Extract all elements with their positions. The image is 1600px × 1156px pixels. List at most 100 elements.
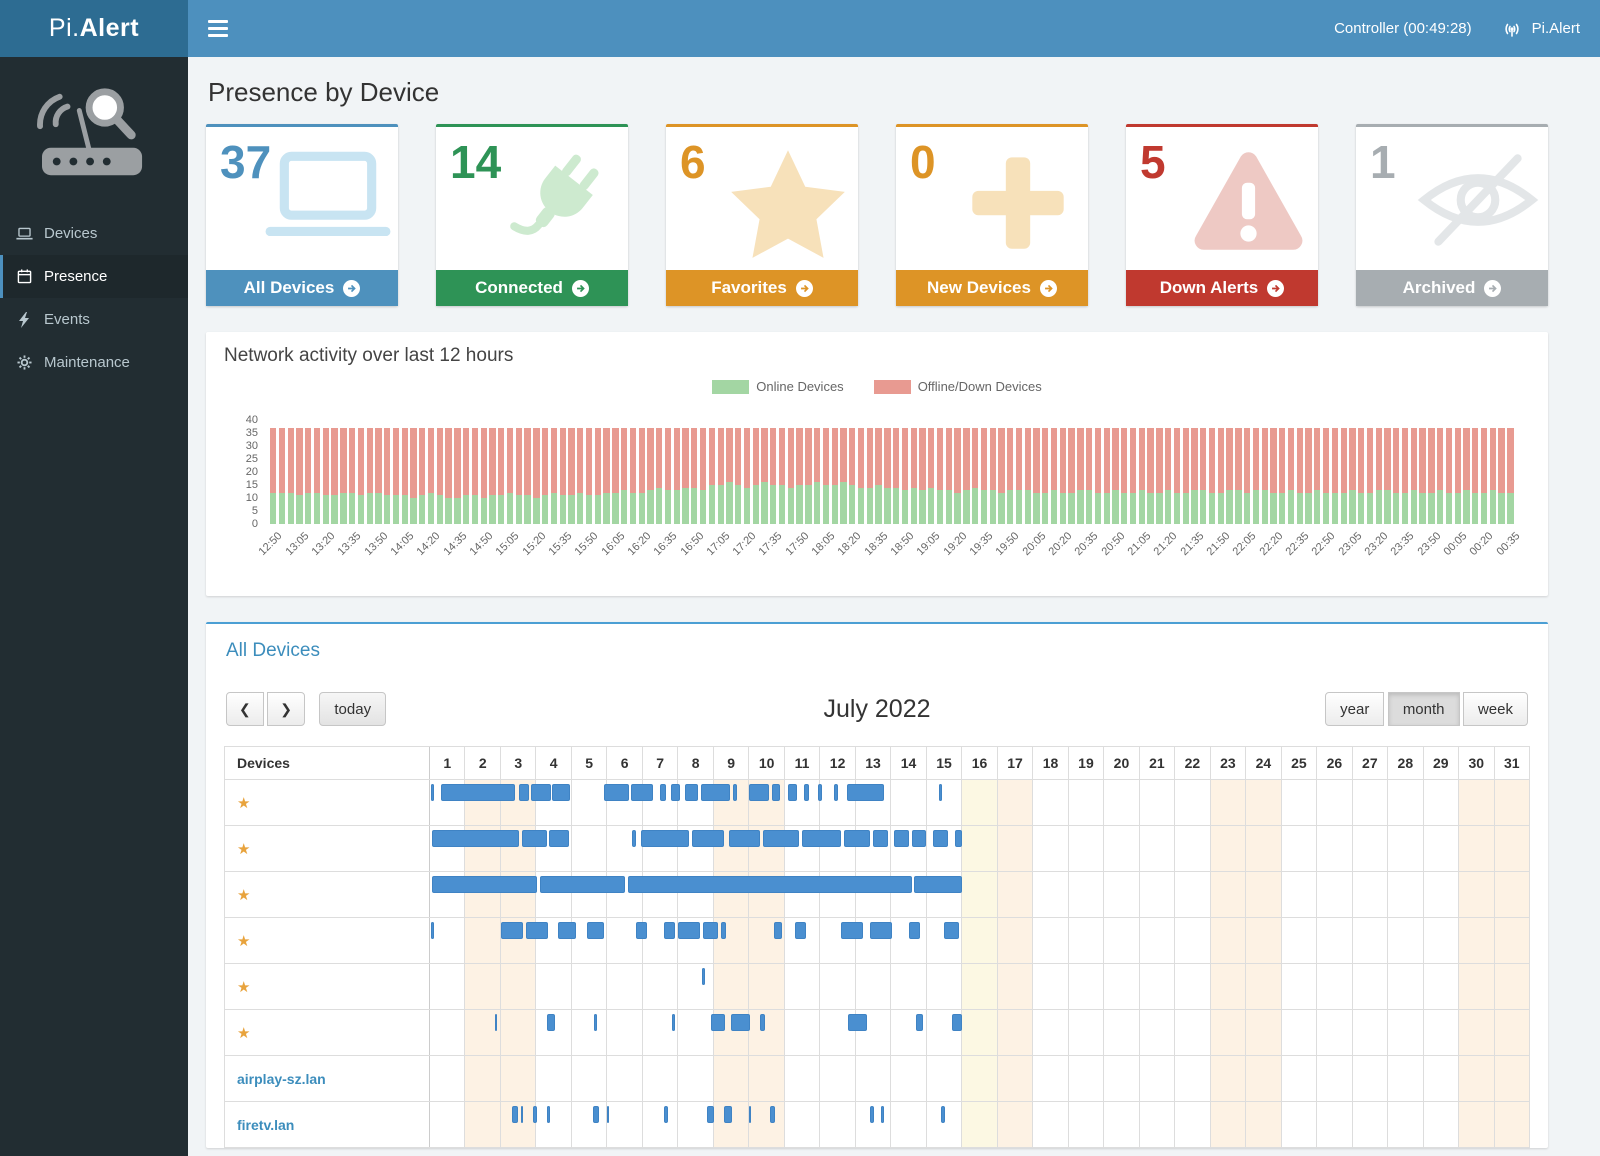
presence-bar[interactable] bbox=[933, 830, 949, 847]
calendar-today-button[interactable]: today bbox=[319, 692, 387, 726]
presence-bar[interactable] bbox=[518, 784, 529, 801]
presence-bar[interactable] bbox=[552, 784, 571, 801]
presence-bar[interactable] bbox=[728, 830, 760, 847]
presence-bar[interactable] bbox=[954, 830, 963, 847]
card-footer-link[interactable]: Archived bbox=[1356, 270, 1548, 306]
calendar-view-month-button[interactable]: month bbox=[1387, 692, 1460, 726]
favorite-star-icon[interactable]: ★ bbox=[237, 978, 251, 996]
favorite-star-icon[interactable]: ★ bbox=[237, 886, 251, 904]
legend-online[interactable]: Online Devices bbox=[712, 379, 844, 394]
presence-bar[interactable] bbox=[772, 784, 780, 801]
presence-bar[interactable] bbox=[894, 830, 910, 847]
device-name-link[interactable]: firetv.lan bbox=[237, 1116, 295, 1133]
card-connected[interactable]: 14 Connected bbox=[436, 124, 628, 306]
favorite-star-icon[interactable]: ★ bbox=[237, 840, 251, 858]
presence-bar[interactable] bbox=[557, 922, 577, 939]
presence-bar[interactable] bbox=[586, 922, 605, 939]
card-footer-link[interactable]: Down Alerts bbox=[1126, 270, 1318, 306]
presence-bar[interactable] bbox=[678, 922, 701, 939]
card-favorites[interactable]: 6 Favorites bbox=[666, 124, 858, 306]
presence-bar[interactable] bbox=[671, 1014, 675, 1031]
presence-bar[interactable] bbox=[431, 830, 520, 847]
controller-status[interactable]: Controller (00:49:28) bbox=[1334, 20, 1472, 37]
card-all-devices[interactable]: 37 All Devices bbox=[206, 124, 398, 306]
presence-bar[interactable] bbox=[671, 784, 680, 801]
presence-bar[interactable] bbox=[531, 784, 551, 801]
presence-bar[interactable] bbox=[841, 922, 864, 939]
presence-bar[interactable] bbox=[663, 1106, 669, 1123]
legend-offline[interactable]: Offline/Down Devices bbox=[873, 379, 1042, 394]
presence-bar[interactable] bbox=[635, 922, 647, 939]
presence-bar[interactable] bbox=[546, 1014, 555, 1031]
presence-bar[interactable] bbox=[593, 1106, 600, 1123]
presence-bar[interactable] bbox=[724, 1106, 733, 1123]
presence-bar[interactable] bbox=[720, 922, 727, 939]
presence-bar[interactable] bbox=[873, 830, 889, 847]
presence-bar[interactable] bbox=[818, 784, 823, 801]
calendar-next-button[interactable]: ❯ bbox=[267, 692, 305, 726]
presence-bar[interactable] bbox=[733, 784, 737, 801]
presence-bar[interactable] bbox=[532, 1106, 538, 1123]
presence-bar[interactable] bbox=[944, 922, 959, 939]
presence-bar[interactable] bbox=[525, 922, 548, 939]
card-new-devices[interactable]: 0 New Devices bbox=[896, 124, 1088, 306]
card-down-alerts[interactable]: 5 Down Alerts bbox=[1126, 124, 1318, 306]
presence-bar[interactable] bbox=[802, 830, 842, 847]
presence-bar[interactable] bbox=[749, 784, 769, 801]
presence-bar[interactable] bbox=[603, 784, 630, 801]
presence-bar[interactable] bbox=[660, 784, 667, 801]
presence-bar[interactable] bbox=[700, 784, 730, 801]
card-footer-link[interactable]: New Devices bbox=[896, 270, 1088, 306]
presence-bar[interactable] bbox=[702, 968, 706, 985]
presence-bar[interactable] bbox=[788, 784, 798, 801]
presence-bar[interactable] bbox=[916, 1014, 924, 1031]
presence-bar[interactable] bbox=[951, 1014, 963, 1031]
calendar-view-week-button[interactable]: week bbox=[1462, 692, 1528, 726]
presence-bar[interactable] bbox=[912, 830, 927, 847]
presence-bar[interactable] bbox=[685, 784, 698, 801]
presence-bar[interactable] bbox=[539, 876, 625, 893]
presence-bar[interactable] bbox=[702, 922, 718, 939]
presence-bar[interactable] bbox=[706, 1106, 715, 1123]
presence-bar[interactable] bbox=[760, 1014, 766, 1031]
presence-bar[interactable] bbox=[914, 876, 963, 893]
navbar-brand[interactable]: Pi.Alert bbox=[1500, 20, 1580, 38]
sidebar-toggle-button[interactable] bbox=[208, 18, 234, 40]
presence-bar[interactable] bbox=[763, 830, 800, 847]
presence-bar[interactable] bbox=[430, 784, 434, 801]
presence-bar[interactable] bbox=[522, 830, 547, 847]
sidebar-item-events[interactable]: Events bbox=[0, 298, 188, 341]
presence-bar[interactable] bbox=[549, 830, 569, 847]
presence-bar[interactable] bbox=[631, 784, 654, 801]
presence-bar[interactable] bbox=[520, 1106, 523, 1123]
presence-bar[interactable] bbox=[607, 1106, 610, 1123]
presence-bar[interactable] bbox=[773, 922, 782, 939]
presence-bar[interactable] bbox=[430, 922, 435, 939]
presence-bar[interactable] bbox=[795, 922, 807, 939]
presence-bar[interactable] bbox=[632, 830, 636, 847]
presence-bar[interactable] bbox=[834, 784, 838, 801]
presence-bar[interactable] bbox=[663, 922, 676, 939]
presence-bar[interactable] bbox=[869, 922, 892, 939]
presence-bar[interactable] bbox=[511, 1106, 518, 1123]
favorite-star-icon[interactable]: ★ bbox=[237, 932, 251, 950]
presence-bar[interactable] bbox=[494, 1014, 498, 1031]
card-footer-link[interactable]: Favorites bbox=[666, 270, 858, 306]
presence-bar[interactable] bbox=[749, 1106, 752, 1123]
calendar-view-year-button[interactable]: year bbox=[1325, 692, 1385, 726]
calendar-prev-button[interactable]: ❮ bbox=[226, 692, 264, 726]
sidebar-item-devices[interactable]: Devices bbox=[0, 212, 188, 255]
presence-bar[interactable] bbox=[880, 1106, 885, 1123]
presence-bar[interactable] bbox=[500, 922, 523, 939]
app-logo[interactable]: Pi. Alert bbox=[0, 0, 188, 57]
presence-bar[interactable] bbox=[546, 1106, 550, 1123]
presence-bar[interactable] bbox=[804, 784, 810, 801]
presence-bar[interactable] bbox=[908, 922, 920, 939]
presence-bar[interactable] bbox=[593, 1014, 598, 1031]
presence-bar[interactable] bbox=[431, 876, 538, 893]
favorite-star-icon[interactable]: ★ bbox=[237, 1024, 251, 1042]
presence-bar[interactable] bbox=[844, 830, 871, 847]
presence-bar[interactable] bbox=[869, 1106, 874, 1123]
presence-bar[interactable] bbox=[692, 830, 725, 847]
presence-bar[interactable] bbox=[938, 784, 943, 801]
